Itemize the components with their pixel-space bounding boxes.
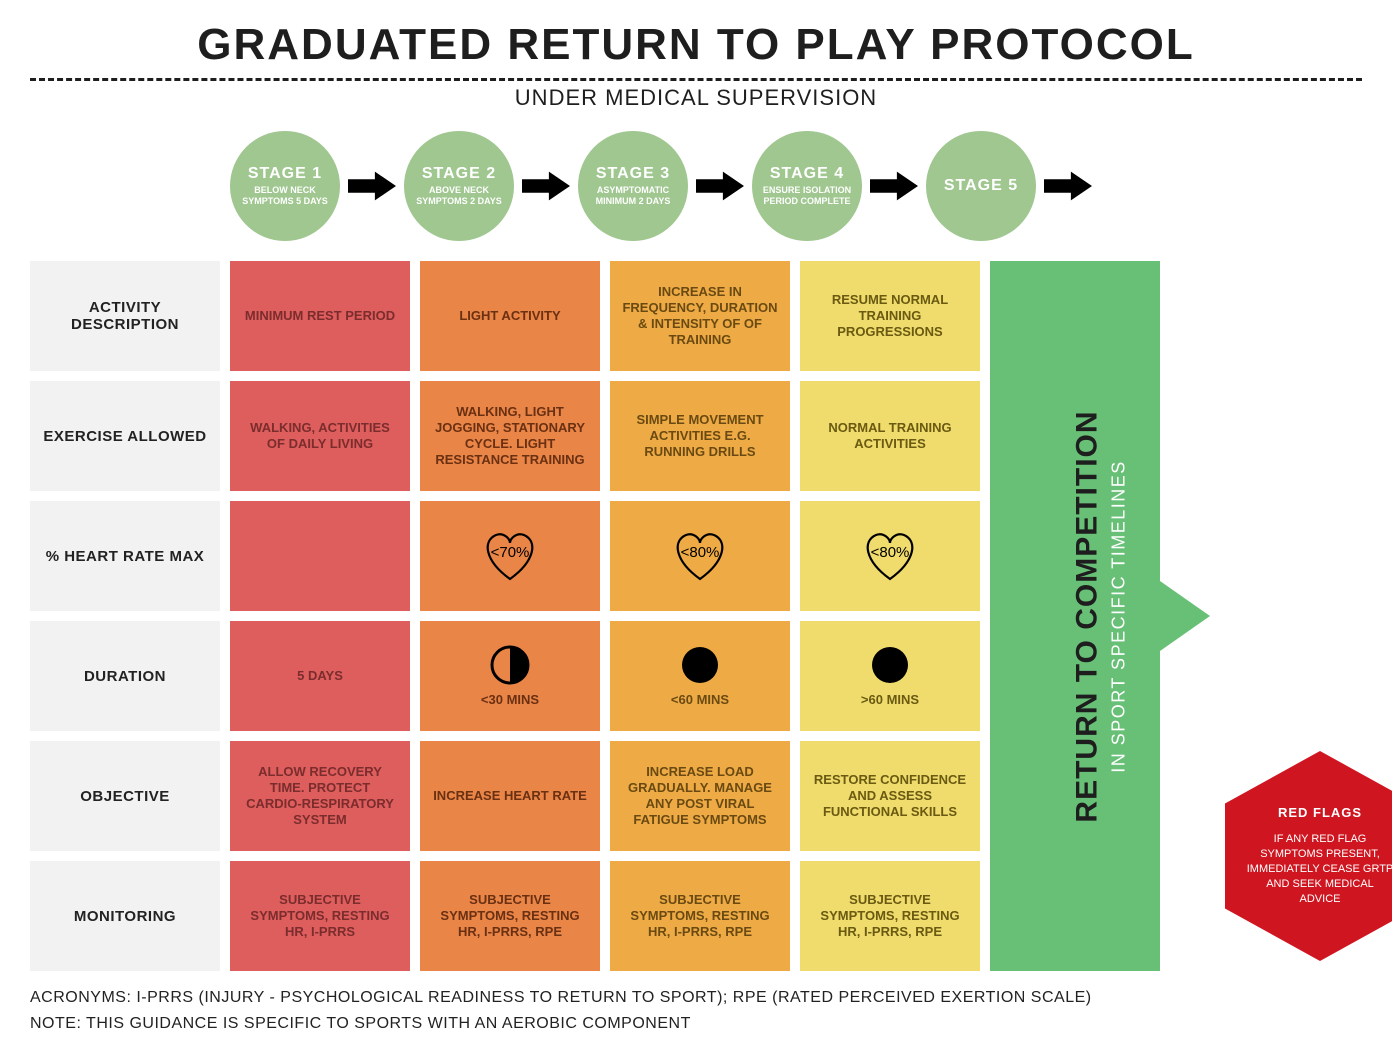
cell-r2-c1: <70% — [420, 501, 600, 611]
cell-r5-c3: SUBJECTIVE SYMPTOMS, RESTING HR, I-PRRS,… — [800, 861, 980, 971]
page-title: GRADUATED RETURN TO PLAY PROTOCOL — [30, 20, 1362, 70]
cell-r3-c1: <30 MINS — [420, 621, 600, 731]
duration-text: <60 MINS — [671, 692, 729, 708]
protocol-grid: ACTIVITY DESCRIPTIONMINIMUM REST PERIODL… — [30, 261, 1362, 971]
stage-label: STAGE 1 — [248, 165, 322, 183]
cell-r3-c3: >60 MINS — [800, 621, 980, 731]
svg-text:<80%: <80% — [681, 544, 720, 561]
cell-r2-c0 — [230, 501, 410, 611]
arrow-right-icon — [870, 171, 918, 201]
cell-r0-c0: MINIMUM REST PERIOD — [230, 261, 410, 371]
stage-circle-1: STAGE 1 BELOW NECK SYMPTOMS 5 DAYS — [230, 131, 340, 241]
stage5-column: RETURN TO COMPETITION IN SPORT SPECIFIC … — [990, 261, 1210, 971]
stage-label: STAGE 5 — [944, 177, 1018, 195]
stage-label: STAGE 4 — [770, 165, 844, 183]
row-label-2: % HEART RATE MAX — [30, 501, 220, 611]
cell-r1-c0: WALKING, ACTIVITIES OF DAILY LIVING — [230, 381, 410, 491]
full-circle-icon — [869, 644, 911, 686]
duration-text: >60 MINS — [861, 692, 919, 708]
stage-circle-2: STAGE 2 ABOVE NECK SYMPTOMS 2 DAYS — [404, 131, 514, 241]
footer-acronyms: ACRONYMS: I-PRRS (INJURY - PSYCHOLOGICAL… — [30, 985, 1362, 1011]
heart-icon: <80% — [670, 529, 730, 584]
redflag-hexagon: RED FLAGS IF ANY RED FLAG SYMPTOMS PRESE… — [1225, 751, 1392, 961]
stage-circle-3: STAGE 3 ASYMPTOMATIC MINIMUM 2 DAYS — [578, 131, 688, 241]
cell-r4-c3: RESTORE CONFIDENCE AND ASSESS FUNCTIONAL… — [800, 741, 980, 851]
cell-r5-c2: SUBJECTIVE SYMPTOMS, RESTING HR, I-PRRS,… — [610, 861, 790, 971]
full-circle-icon — [679, 644, 721, 686]
half-circle-icon — [489, 644, 531, 686]
stage5-sub-text: IN SPORT SPECIFIC TIMELINES — [1109, 460, 1130, 773]
row-label-5: MONITORING — [30, 861, 220, 971]
svg-text:<70%: <70% — [491, 544, 530, 561]
footer-notes: ACRONYMS: I-PRRS (INJURY - PSYCHOLOGICAL… — [30, 985, 1362, 1036]
stage-label: STAGE 2 — [422, 165, 496, 183]
cell-r4-c1: INCREASE HEART RATE — [420, 741, 600, 851]
cell-r1-c3: NORMAL TRAINING ACTIVITIES — [800, 381, 980, 491]
cell-r0-c2: INCREASE IN FREQUENCY, DURATION & INTENS… — [610, 261, 790, 371]
cell-r2-c2: <80% — [610, 501, 790, 611]
stages-header-row: STAGE 1 BELOW NECK SYMPTOMS 5 DAYS STAGE… — [230, 131, 1362, 241]
page-subtitle: UNDER MEDICAL SUPERVISION — [30, 85, 1362, 111]
stage-sublabel: ASYMPTOMATIC MINIMUM 2 DAYS — [586, 185, 680, 207]
footer-note: NOTE: THIS GUIDANCE IS SPECIFIC TO SPORT… — [30, 1011, 1362, 1037]
cell-r2-c3: <80% — [800, 501, 980, 611]
stage5-main-text: RETURN TO COMPETITION — [1071, 410, 1105, 822]
svg-text:<80%: <80% — [871, 544, 910, 561]
arrow-right-icon — [1044, 171, 1092, 201]
redflag-container: RED FLAGS IF ANY RED FLAG SYMPTOMS PRESE… — [1220, 621, 1392, 971]
cell-r4-c2: INCREASE LOAD GRADUALLY. MANAGE ANY POST… — [610, 741, 790, 851]
cell-r5-c0: SUBJECTIVE SYMPTOMS, RESTING HR, I-PRRS — [230, 861, 410, 971]
cell-r3-c2: <60 MINS — [610, 621, 790, 731]
cell-r0-c1: LIGHT ACTIVITY — [420, 261, 600, 371]
redflag-title: RED FLAGS — [1278, 805, 1362, 820]
row-label-3: DURATION — [30, 621, 220, 731]
arrow-right-icon — [522, 171, 570, 201]
stage-label: STAGE 3 — [596, 165, 670, 183]
stage-circle-4: STAGE 4 ENSURE ISOLATION PERIOD COMPLETE — [752, 131, 862, 241]
cell-r1-c1: WALKING, LIGHT JOGGING, STATIONARY CYCLE… — [420, 381, 600, 491]
duration-text: 5 DAYS — [297, 668, 343, 684]
stage-sublabel: BELOW NECK SYMPTOMS 5 DAYS — [238, 185, 332, 207]
title-divider — [30, 78, 1362, 81]
row-label-1: EXERCISE ALLOWED — [30, 381, 220, 491]
cell-r0-c3: RESUME NORMAL TRAINING PROGRESSIONS — [800, 261, 980, 371]
stage-sublabel: ENSURE ISOLATION PERIOD COMPLETE — [760, 185, 854, 207]
heart-icon: <70% — [480, 529, 540, 584]
duration-text: <30 MINS — [481, 692, 539, 708]
stage-sublabel: ABOVE NECK SYMPTOMS 2 DAYS — [412, 185, 506, 207]
cell-r1-c2: SIMPLE MOVEMENT ACTIVITIES E.G. RUNNING … — [610, 381, 790, 491]
cell-r3-c0: 5 DAYS — [230, 621, 410, 731]
cell-r4-c0: ALLOW RECOVERY TIME. PROTECT CARDIO-RESP… — [230, 741, 410, 851]
arrow-right-icon — [348, 171, 396, 201]
row-label-4: OBJECTIVE — [30, 741, 220, 851]
redflag-body: IF ANY RED FLAG SYMPTOMS PRESENT, IMMEDI… — [1245, 832, 1392, 906]
heart-icon: <80% — [860, 529, 920, 584]
stage-circle-5: STAGE 5 — [926, 131, 1036, 241]
arrow-right-icon — [696, 171, 744, 201]
cell-r5-c1: SUBJECTIVE SYMPTOMS, RESTING HR, I-PRRS,… — [420, 861, 600, 971]
row-label-0: ACTIVITY DESCRIPTION — [30, 261, 220, 371]
